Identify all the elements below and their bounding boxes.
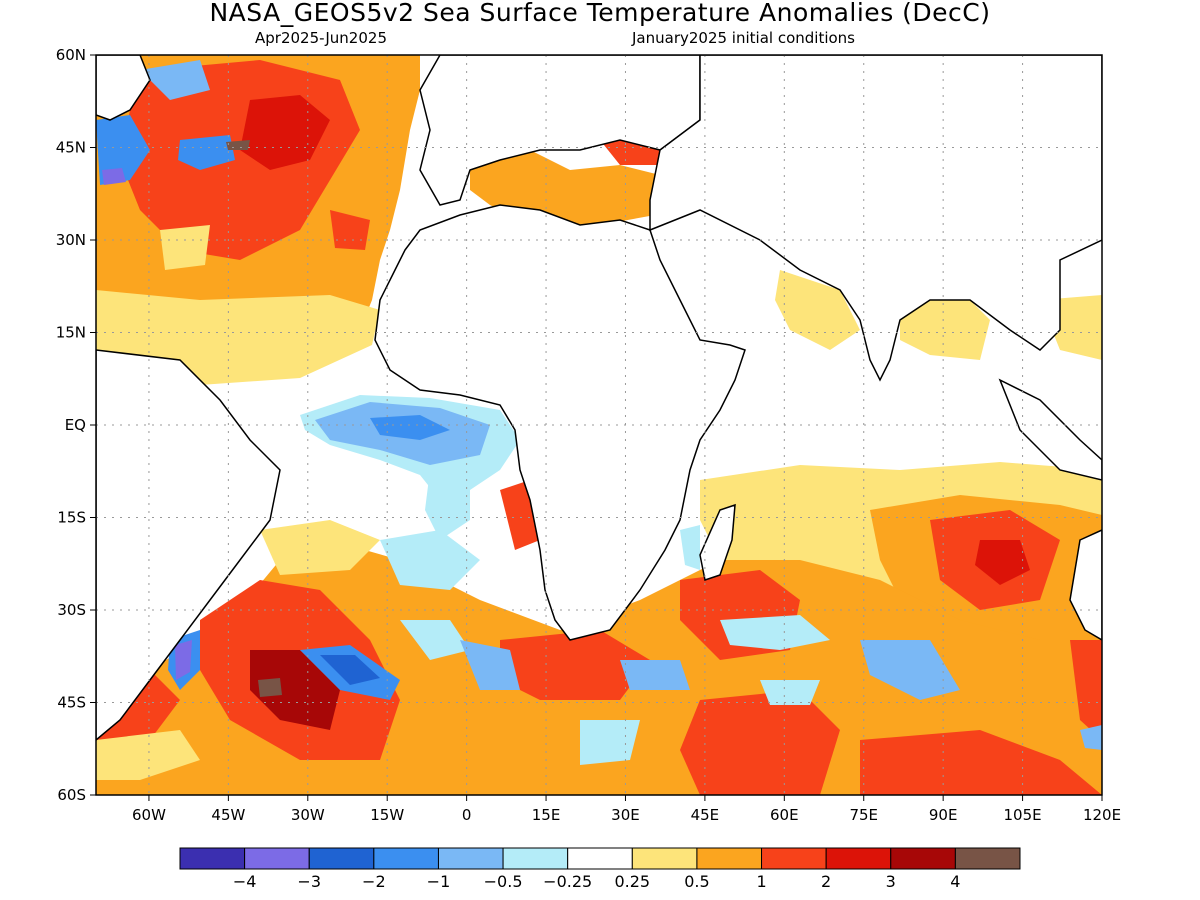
colorbar-label: 3 <box>886 872 896 891</box>
madagascar <box>699 503 736 581</box>
initial-conditions: January2025 initial conditions <box>632 29 855 47</box>
colorbar-labels: −4 −3 −2 −1 −0.5 −0.25 0.25 0.5 1 2 3 4 <box>233 872 961 891</box>
north-america-coast <box>96 55 151 121</box>
arabia-coast <box>649 55 1102 382</box>
lon-label: 105E <box>1004 806 1042 824</box>
lon-label: 90E <box>929 806 958 824</box>
lat-label: 45S <box>57 694 86 712</box>
colorbar-label: −0.25 <box>543 872 592 891</box>
colorbar-label: −1 <box>427 872 451 891</box>
lon-label: 15E <box>532 806 561 824</box>
colorbar-swatch <box>890 847 956 870</box>
lon-label: 60E <box>770 806 799 824</box>
lon-label: 0 <box>462 806 472 824</box>
colorbar-label: −0.5 <box>484 872 523 891</box>
lat-label: 15S <box>57 509 86 527</box>
colorbar-swatch <box>179 847 246 870</box>
colorbar-swatch <box>437 847 504 870</box>
lon-label: 30E <box>611 806 640 824</box>
colorbar-swatch <box>631 847 698 870</box>
colorbar-swatch <box>954 847 1021 870</box>
lat-label: 60N <box>56 46 86 64</box>
lat-label: 60S <box>57 786 86 804</box>
colorbar-label: −3 <box>297 872 321 891</box>
colorbar-label: 0.5 <box>684 872 709 891</box>
lat-label: 45N <box>56 139 86 157</box>
colorbar-swatch <box>308 847 375 870</box>
graticule <box>96 55 1102 795</box>
colorbar-label: 4 <box>950 872 960 891</box>
land-masses <box>96 55 1102 741</box>
longitude-axis: 60W 45W 30W 15W 0 15E 30E 45E 60E 75E 90E 105E 120E <box>132 795 1121 824</box>
colorbar-swatch <box>502 847 569 870</box>
map-title: NASA_GEOS5v2 Sea Surface Temperature Ano… <box>209 0 991 27</box>
colorbar-label: 2 <box>821 872 831 891</box>
colorbar-swatch <box>567 847 633 870</box>
sumatra <box>998 378 1102 481</box>
lat-label: 30S <box>57 601 86 619</box>
lon-label: 15W <box>370 806 404 824</box>
colorbar-swatch <box>825 847 892 870</box>
colorbar-label: −2 <box>362 872 386 891</box>
latitude-axis: 60N 45N 30N 15N EQ 15S 30S 45S 60S <box>56 46 96 804</box>
lon-label: 60W <box>132 806 166 824</box>
australia-coast <box>1069 529 1102 641</box>
lon-label: 75E <box>849 806 878 824</box>
colorbar-swatch <box>244 847 310 870</box>
lon-label: 45W <box>211 806 245 824</box>
colorbar-label: −4 <box>233 872 257 891</box>
lon-label: 45E <box>691 806 720 824</box>
lat-label: 15N <box>56 324 86 342</box>
colorbar-swatch <box>373 847 439 870</box>
colorbar <box>179 847 1021 870</box>
colorbar-label: 1 <box>756 872 766 891</box>
lat-label: EQ <box>65 416 86 434</box>
forecast-period: Apr2025-Jun2025 <box>255 29 387 47</box>
south-america-coast <box>96 349 281 741</box>
colorbar-swatch <box>761 847 827 870</box>
lon-label: 120E <box>1083 806 1121 824</box>
africa-coast <box>374 204 746 641</box>
lon-label: 30W <box>291 806 325 824</box>
colorbar-swatch <box>696 847 763 870</box>
colorbar-label: 0.25 <box>614 872 650 891</box>
lat-label: 30N <box>56 231 86 249</box>
